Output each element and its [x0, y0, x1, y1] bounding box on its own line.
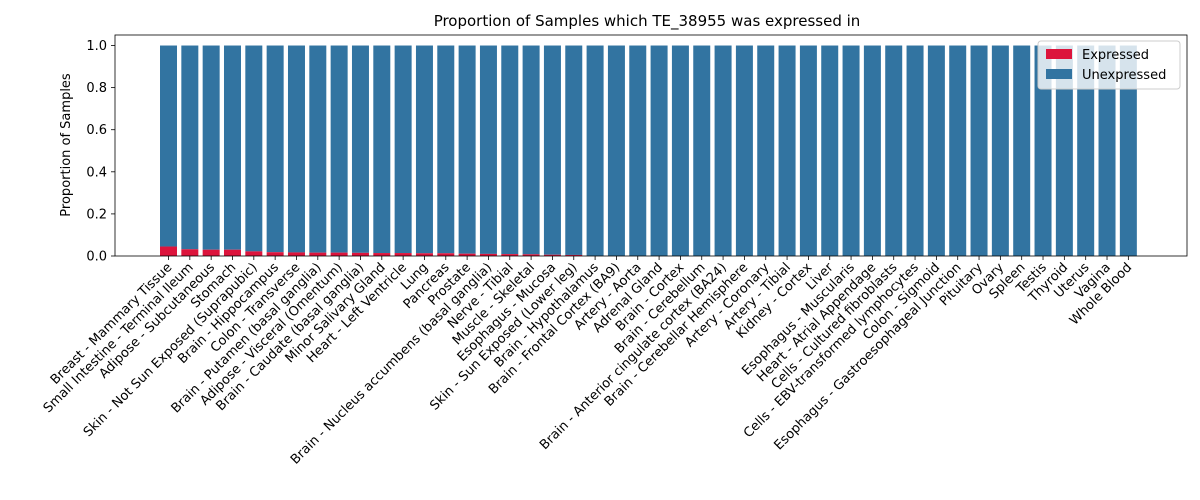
chart-title: Proportion of Samples which TE_38955 was…	[434, 12, 861, 31]
bar-unexpressed	[479, 45, 497, 254]
bar-expressed	[202, 249, 220, 256]
bar-unexpressed	[1077, 45, 1095, 257]
bar-unexpressed	[650, 45, 668, 257]
legend-swatch	[1046, 49, 1072, 59]
bar-unexpressed	[543, 45, 561, 255]
bar-unexpressed	[202, 45, 220, 250]
bar-unexpressed	[970, 45, 988, 257]
bar-unexpressed	[1013, 45, 1031, 257]
legend-box	[1037, 40, 1181, 90]
bar-unexpressed	[245, 45, 263, 252]
bar-unexpressed	[458, 45, 476, 254]
y-tick-label: 0.6	[86, 123, 107, 138]
bar-unexpressed	[394, 45, 412, 254]
bar-unexpressed	[1098, 45, 1116, 257]
bar-unexpressed	[586, 45, 604, 257]
bar-unexpressed	[842, 45, 860, 257]
bar-expressed	[245, 251, 263, 256]
plot-frame	[114, 34, 1188, 257]
bar-expressed	[351, 252, 369, 256]
bar-unexpressed	[714, 45, 732, 257]
bar-unexpressed	[885, 45, 903, 257]
legend-label: Expressed	[1082, 48, 1149, 63]
bar-unexpressed	[906, 45, 924, 257]
legend-swatch	[1046, 69, 1072, 79]
bar-expressed	[437, 253, 455, 256]
bar-expressed	[287, 252, 305, 256]
y-tick-label: 1.0	[86, 39, 107, 54]
bar-unexpressed	[991, 45, 1009, 257]
bar-unexpressed	[437, 45, 455, 254]
bar-unexpressed	[671, 45, 689, 257]
bar-unexpressed	[693, 45, 711, 257]
bar-expressed	[565, 254, 583, 256]
y-axis-label: Proportion of Samples	[59, 73, 74, 217]
bar-unexpressed	[373, 45, 391, 254]
bar-expressed	[479, 253, 497, 256]
bar-expressed	[373, 253, 391, 256]
bar-expressed	[458, 253, 476, 256]
bar-unexpressed	[309, 45, 327, 253]
bar-unexpressed	[415, 45, 433, 254]
bar-unexpressed	[565, 45, 583, 255]
bar-unexpressed	[160, 45, 177, 247]
bar-expressed	[394, 253, 412, 256]
bar-expressed	[223, 249, 241, 256]
y-tick-label: 0.2	[86, 207, 107, 222]
bar-unexpressed	[181, 45, 199, 250]
y-tick-label: 0.0	[86, 250, 107, 265]
bar-expressed	[266, 252, 284, 256]
bar-expressed	[160, 246, 177, 256]
bar-unexpressed	[629, 45, 647, 257]
bar-unexpressed	[821, 45, 839, 257]
bar-unexpressed	[501, 45, 519, 255]
bar-unexpressed	[607, 45, 625, 257]
bar-expressed	[415, 253, 433, 256]
y-tick-label: 0.8	[86, 81, 107, 96]
bar-unexpressed	[351, 45, 369, 253]
bar-unexpressed	[287, 45, 305, 253]
bar-expressed	[543, 254, 561, 256]
bar-unexpressed	[223, 45, 241, 250]
bar-unexpressed	[927, 45, 945, 257]
bar-unexpressed	[522, 45, 540, 255]
bar-unexpressed	[863, 45, 881, 257]
bar-unexpressed	[799, 45, 817, 257]
bar-expressed	[330, 252, 348, 256]
legend: Expressed Unexpressed	[1037, 40, 1181, 90]
legend-label: Unexpressed	[1082, 68, 1166, 83]
bar-expressed	[181, 249, 199, 256]
bar-expressed	[309, 252, 327, 256]
bar-unexpressed	[949, 45, 967, 257]
bar-expressed	[522, 254, 540, 256]
bar-unexpressed	[330, 45, 348, 253]
bar-unexpressed	[1034, 45, 1052, 257]
bar-unexpressed	[1055, 45, 1073, 257]
bar-unexpressed	[778, 45, 796, 257]
bar-expressed	[501, 254, 519, 256]
bar-unexpressed	[757, 45, 775, 257]
bar-unexpressed	[1119, 45, 1137, 257]
y-tick-label: 0.4	[86, 165, 107, 180]
bar-unexpressed	[735, 45, 753, 257]
bar-unexpressed	[266, 45, 284, 253]
